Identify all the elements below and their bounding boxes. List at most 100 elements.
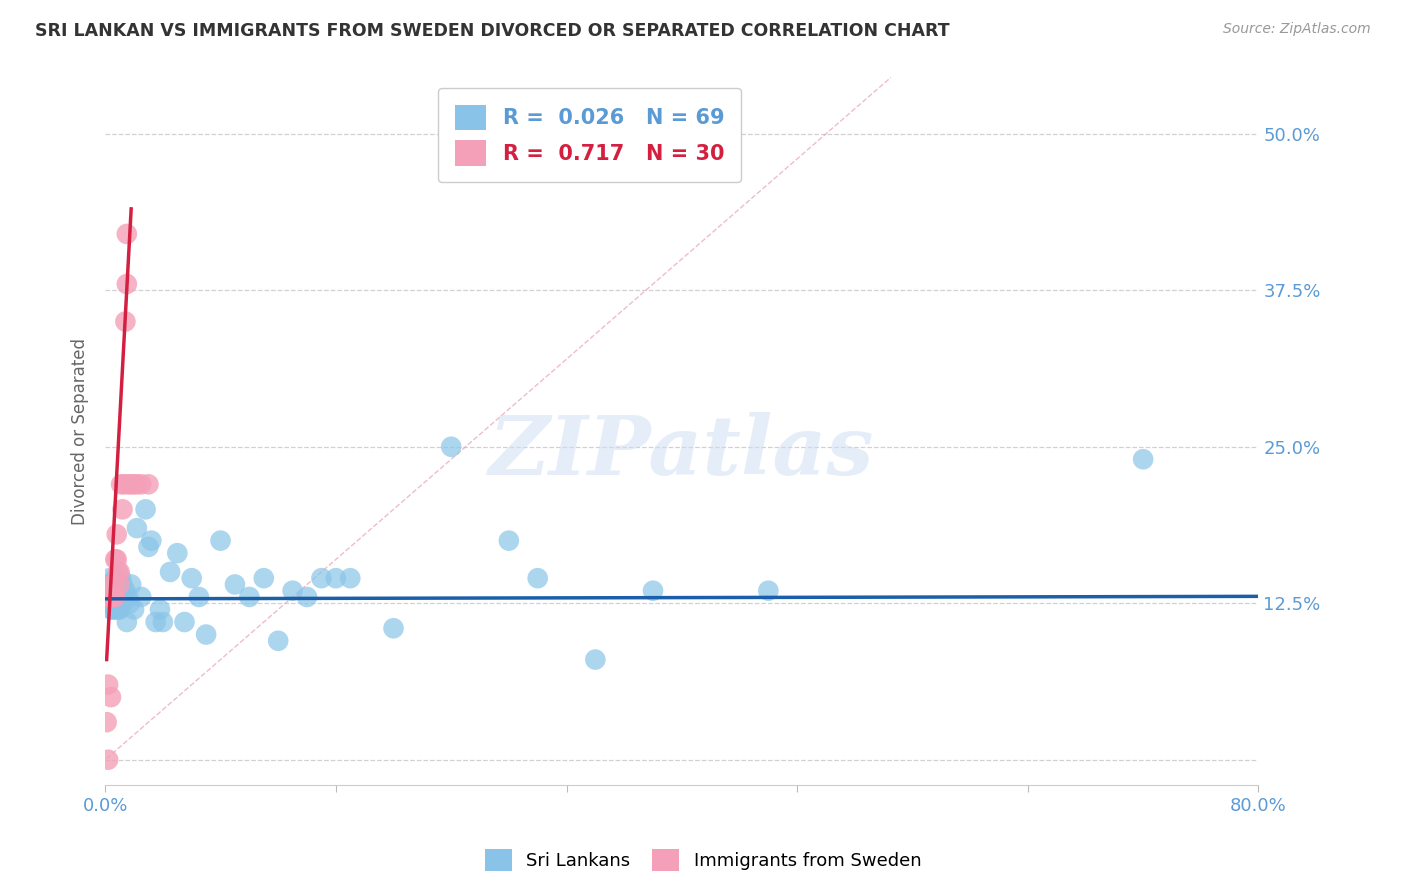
Point bbox=[97, 753, 120, 767]
Point bbox=[173, 615, 195, 629]
Point bbox=[224, 577, 246, 591]
Point bbox=[114, 583, 136, 598]
Point bbox=[129, 477, 152, 491]
Point bbox=[112, 590, 135, 604]
Point bbox=[111, 577, 134, 591]
Point bbox=[103, 590, 125, 604]
Point bbox=[108, 577, 131, 591]
Point bbox=[118, 596, 141, 610]
Point bbox=[107, 602, 129, 616]
Point bbox=[149, 602, 172, 616]
Point bbox=[138, 477, 160, 491]
Point bbox=[98, 571, 121, 585]
Point bbox=[138, 540, 160, 554]
Point bbox=[311, 571, 333, 585]
Point bbox=[97, 677, 120, 691]
Point bbox=[108, 602, 131, 616]
Point bbox=[111, 596, 134, 610]
Point bbox=[129, 590, 152, 604]
Point bbox=[583, 652, 606, 666]
Point bbox=[1132, 452, 1154, 467]
Point bbox=[115, 277, 138, 291]
Point bbox=[166, 546, 188, 560]
Point bbox=[112, 477, 135, 491]
Point bbox=[117, 590, 139, 604]
Point bbox=[104, 571, 127, 585]
Point bbox=[498, 533, 520, 548]
Point bbox=[108, 590, 131, 604]
Point bbox=[98, 596, 121, 610]
Point bbox=[440, 440, 463, 454]
Point bbox=[195, 627, 218, 641]
Point bbox=[641, 583, 664, 598]
Point bbox=[103, 577, 125, 591]
Point bbox=[122, 602, 145, 616]
Text: ZIPatlas: ZIPatlas bbox=[489, 412, 875, 492]
Point bbox=[267, 633, 290, 648]
Point bbox=[104, 583, 127, 598]
Point bbox=[120, 577, 142, 591]
Point bbox=[110, 571, 132, 585]
Point bbox=[152, 615, 174, 629]
Point bbox=[100, 583, 122, 598]
Point bbox=[105, 527, 128, 541]
Point bbox=[325, 571, 347, 585]
Point bbox=[101, 577, 124, 591]
Point bbox=[105, 552, 128, 566]
Point bbox=[100, 602, 122, 616]
Point bbox=[120, 477, 142, 491]
Point bbox=[187, 590, 209, 604]
Point bbox=[115, 615, 138, 629]
Point bbox=[238, 590, 260, 604]
Point bbox=[105, 596, 128, 610]
Point bbox=[97, 596, 120, 610]
Point bbox=[100, 577, 122, 591]
Y-axis label: Divorced or Separated: Divorced or Separated bbox=[72, 337, 89, 524]
Point bbox=[107, 565, 129, 579]
Point bbox=[104, 602, 127, 616]
Point bbox=[756, 583, 779, 598]
Point bbox=[339, 571, 361, 585]
Point bbox=[104, 590, 127, 604]
Point bbox=[107, 583, 129, 598]
Point bbox=[101, 590, 124, 604]
Legend: R =  0.026   N = 69, R =  0.717   N = 30: R = 0.026 N = 69, R = 0.717 N = 30 bbox=[439, 87, 741, 183]
Point bbox=[526, 571, 548, 585]
Point bbox=[101, 583, 124, 598]
Point bbox=[145, 615, 167, 629]
Point bbox=[111, 502, 134, 516]
Point bbox=[101, 602, 124, 616]
Point bbox=[100, 590, 122, 604]
Point bbox=[98, 590, 121, 604]
Point bbox=[103, 590, 125, 604]
Point bbox=[295, 590, 318, 604]
Point bbox=[180, 571, 202, 585]
Point bbox=[110, 477, 132, 491]
Legend: Sri Lankans, Immigrants from Sweden: Sri Lankans, Immigrants from Sweden bbox=[478, 842, 928, 879]
Point bbox=[209, 533, 232, 548]
Point bbox=[96, 590, 118, 604]
Point bbox=[96, 715, 118, 730]
Point bbox=[122, 477, 145, 491]
Point bbox=[108, 577, 131, 591]
Point bbox=[141, 533, 163, 548]
Point bbox=[100, 690, 122, 705]
Point bbox=[135, 502, 157, 516]
Point bbox=[117, 477, 139, 491]
Point bbox=[159, 565, 181, 579]
Point bbox=[98, 590, 121, 604]
Point bbox=[101, 590, 124, 604]
Point bbox=[97, 577, 120, 591]
Point bbox=[114, 314, 136, 328]
Point bbox=[253, 571, 276, 585]
Point bbox=[104, 552, 127, 566]
Point bbox=[115, 227, 138, 241]
Point bbox=[105, 577, 128, 591]
Point bbox=[98, 590, 121, 604]
Point bbox=[281, 583, 304, 598]
Point bbox=[103, 577, 125, 591]
Point bbox=[103, 596, 125, 610]
Point bbox=[125, 477, 148, 491]
Point bbox=[382, 621, 405, 635]
Text: SRI LANKAN VS IMMIGRANTS FROM SWEDEN DIVORCED OR SEPARATED CORRELATION CHART: SRI LANKAN VS IMMIGRANTS FROM SWEDEN DIV… bbox=[35, 22, 950, 40]
